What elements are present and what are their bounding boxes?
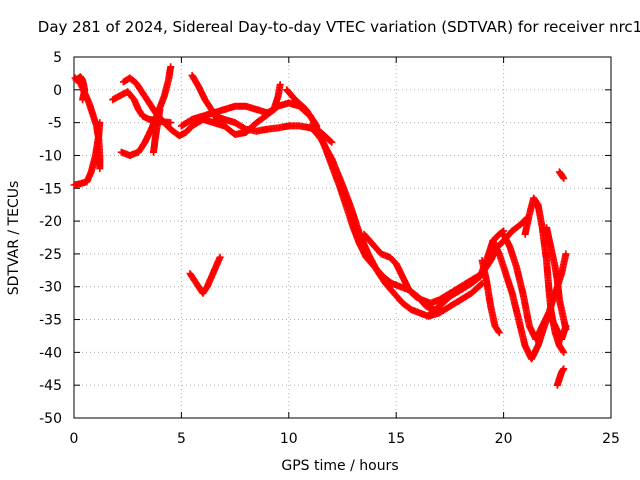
series-arc-20 — [553, 365, 568, 389]
data-point — [560, 365, 568, 373]
x-tick-label: 15 — [387, 431, 405, 447]
y-tick-label: -40 — [39, 345, 62, 361]
data-point — [276, 81, 284, 89]
y-tick-label: -10 — [39, 148, 62, 164]
y-tick-label: -5 — [48, 116, 62, 132]
series-arc-19 — [543, 224, 570, 333]
x-tick-label: 10 — [280, 431, 298, 447]
series-arc-13 — [360, 214, 531, 307]
y-tick-label: -35 — [39, 313, 62, 329]
data-point — [156, 106, 164, 113]
x-axis-label: GPS time / hours — [281, 458, 398, 474]
data-point — [494, 327, 502, 335]
series-arc-18 — [521, 194, 568, 356]
plot-frame — [73, 56, 612, 419]
data-point — [560, 174, 568, 182]
y-tick-label: -20 — [39, 214, 62, 230]
y-tick-label: 0 — [53, 83, 62, 99]
x-tick-label: 0 — [70, 431, 79, 447]
series-arc-17 — [500, 230, 570, 343]
x-tick-label: 20 — [495, 431, 513, 447]
data-point — [167, 63, 175, 71]
y-tick-label: -45 — [39, 378, 62, 394]
series-arc-7 — [150, 106, 164, 156]
x-tick-label: 25 — [602, 431, 620, 447]
y-tick-label: 5 — [53, 50, 62, 66]
series-arc-15 — [478, 257, 503, 337]
data-points — [70, 63, 570, 389]
data-point — [562, 325, 570, 333]
y-tick-label: -25 — [39, 247, 62, 263]
axis-ticks: 0 5 10 15 20 25 5 0 -5 -10 -15 -20 -25 -30 -35 -40 -45 -5… — [39, 50, 620, 447]
data-point — [96, 165, 104, 173]
data-point — [328, 138, 336, 146]
y-tick-label: -15 — [39, 181, 62, 197]
series-arc-22 — [186, 253, 224, 297]
x-tick-label: 5 — [177, 431, 186, 447]
y-tick-label: -50 — [39, 411, 62, 427]
data-point — [167, 119, 175, 127]
series-arc-11 — [283, 86, 439, 314]
data-point — [560, 348, 568, 356]
data-point — [79, 96, 87, 104]
data-point — [216, 253, 224, 261]
data-point — [495, 329, 503, 337]
series-arc-21 — [555, 168, 568, 182]
data-point — [477, 280, 485, 288]
y-axis-label: SDTVAR / TECUs — [6, 181, 22, 296]
series-arc-3 — [72, 73, 89, 104]
chart-title: Day 281 of 2024, Sidereal Day-to-day VTE… — [38, 18, 640, 36]
data-point — [327, 137, 335, 145]
y-tick-label: -30 — [39, 280, 62, 296]
data-point — [562, 250, 570, 258]
